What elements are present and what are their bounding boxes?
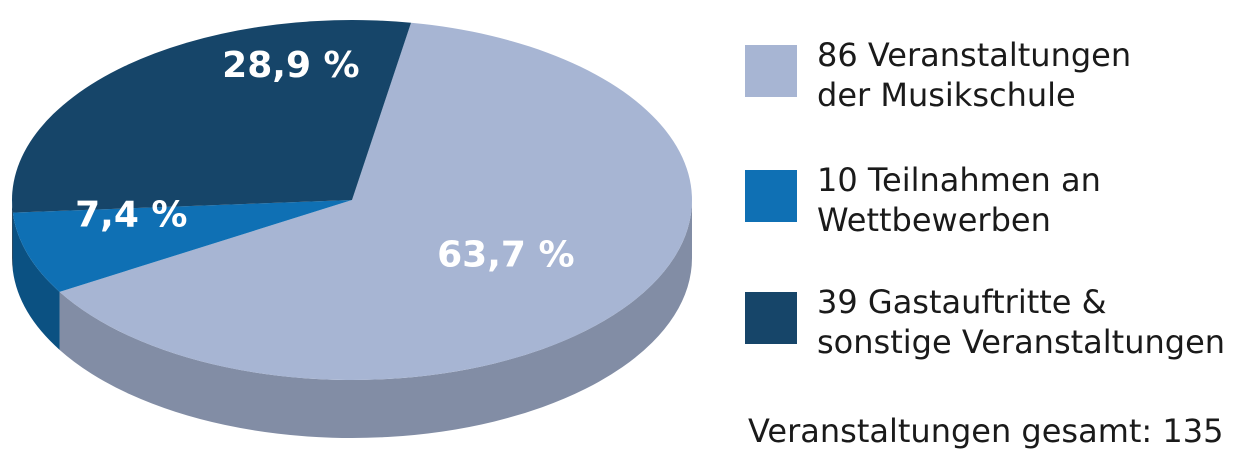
legend-item: 39 Gastauftritte & sonstige Veranstaltun… (745, 282, 1225, 362)
slice-side (12, 212, 60, 350)
legend-swatch (745, 170, 797, 222)
slice (59, 22, 692, 380)
legend-label: 86 Veranstaltungen der Musikschule (817, 36, 1132, 114)
legend-swatch (745, 45, 797, 97)
slice-side (12, 200, 13, 271)
annotation: Veranstaltungen gesamt: 135 (748, 412, 1224, 450)
slice-label: 63,7 % (437, 234, 574, 275)
slice-label: 28,9 % (222, 45, 359, 86)
legend-item: 86 Veranstaltungen der Musikschule (745, 35, 1131, 115)
legend-label: 10 Teilnahmen an Wettbewerben (817, 161, 1101, 239)
pie: 63,7 % 7,4 % 28,9 % (11, 20, 692, 438)
legend-label: 39 Gastauftritte & sonstige Veranstaltun… (817, 283, 1226, 361)
legend-swatch (745, 292, 797, 344)
slice-label: 7,4 % (75, 195, 187, 236)
legend-item: 10 Teilnahmen an Wettbewerben (745, 160, 1101, 240)
slice (12, 200, 353, 292)
slice-side (59, 200, 692, 438)
slice (11, 20, 412, 213)
